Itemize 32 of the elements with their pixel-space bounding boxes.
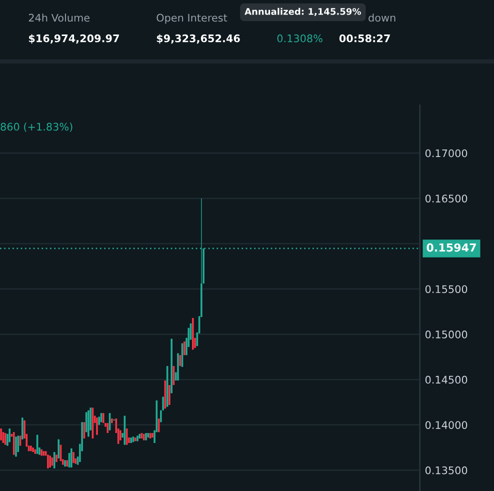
y-tick-label: 0.15500	[425, 285, 468, 294]
candlestick	[53, 452, 56, 469]
y-tick-label: 0.17000	[425, 149, 468, 158]
candlestick	[49, 455, 51, 468]
candlestick	[168, 384, 170, 406]
candlestick	[17, 435, 20, 452]
text: 0.1308%	[277, 34, 322, 42]
candlestick	[96, 417, 98, 436]
candlestick	[58, 439, 60, 459]
candlestick	[21, 417, 24, 440]
candlestick	[179, 354, 182, 366]
text: Open Interest	[156, 14, 228, 24]
candlestick	[15, 436, 17, 457]
text: $16,974,209.97	[28, 34, 119, 44]
candlestick	[12, 432, 15, 456]
candlestick	[47, 454, 49, 469]
y-tick-label: 0.14000	[425, 421, 468, 429]
y-tick-label: 0.15000	[425, 330, 468, 338]
y-tick-label: 0.14500	[425, 376, 468, 384]
text: 24h Volume	[28, 14, 90, 22]
candlestick	[72, 452, 74, 464]
ref-line-label: 0.15947	[426, 243, 476, 252]
text: Annualized: 1,145.59%	[244, 8, 361, 16]
text: down	[368, 14, 396, 22]
annotation: 860 (+1.83%)	[0, 122, 72, 132]
candlestick	[183, 341, 186, 356]
text: $9,323,652.46	[156, 34, 240, 44]
candlestick	[162, 396, 164, 411]
text: 00:58:27	[339, 34, 390, 42]
candlestick	[70, 448, 72, 468]
y-tick-label: 0.16500	[425, 194, 468, 202]
y-tick-label: 0.13500	[425, 466, 468, 474]
